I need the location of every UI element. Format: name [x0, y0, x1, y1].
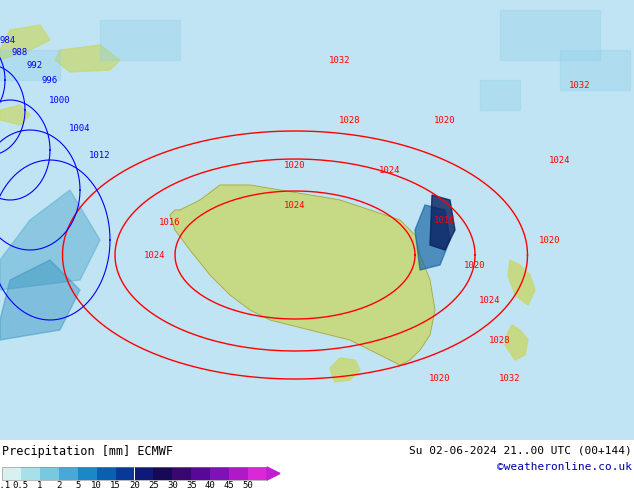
- Text: 2: 2: [56, 481, 61, 490]
- Text: 15: 15: [110, 481, 121, 490]
- Polygon shape: [267, 467, 280, 480]
- Bar: [40, 467, 59, 480]
- Text: 1012: 1012: [89, 150, 111, 160]
- Text: 50: 50: [243, 481, 254, 490]
- Text: 984: 984: [0, 35, 16, 45]
- Text: 1024: 1024: [549, 155, 571, 165]
- Text: 1028: 1028: [489, 336, 511, 344]
- Text: 1024: 1024: [284, 200, 306, 210]
- Polygon shape: [170, 185, 435, 365]
- Polygon shape: [0, 260, 80, 340]
- Polygon shape: [0, 105, 30, 125]
- Text: 1004: 1004: [69, 123, 91, 132]
- Text: 20: 20: [129, 481, 140, 490]
- Text: Precipitation [mm] ECMWF: Precipitation [mm] ECMWF: [2, 445, 173, 458]
- Bar: [21, 467, 40, 480]
- Text: 988: 988: [12, 48, 28, 56]
- Text: ©weatheronline.co.uk: ©weatheronline.co.uk: [497, 462, 632, 472]
- Text: 1016: 1016: [159, 218, 181, 226]
- Text: 0.5: 0.5: [13, 481, 29, 490]
- Polygon shape: [500, 10, 600, 60]
- Text: 1024: 1024: [479, 295, 501, 304]
- Bar: [78, 467, 96, 480]
- Bar: [248, 467, 267, 480]
- Text: 1028: 1028: [339, 116, 361, 124]
- Text: 1024: 1024: [145, 250, 165, 260]
- Text: 5: 5: [75, 481, 81, 490]
- Text: 25: 25: [148, 481, 158, 490]
- Bar: [59, 467, 78, 480]
- Bar: [96, 467, 115, 480]
- Polygon shape: [560, 50, 630, 90]
- Text: 1032: 1032: [499, 373, 521, 383]
- Text: 996: 996: [42, 75, 58, 84]
- Text: 10: 10: [91, 481, 102, 490]
- Polygon shape: [0, 50, 60, 80]
- Text: 1032: 1032: [569, 80, 591, 90]
- Polygon shape: [415, 205, 450, 270]
- Bar: [172, 467, 191, 480]
- Text: 0.1: 0.1: [0, 481, 10, 490]
- Text: 45: 45: [224, 481, 235, 490]
- Bar: [134, 467, 153, 480]
- Polygon shape: [100, 20, 180, 60]
- Bar: [191, 467, 210, 480]
- Polygon shape: [480, 80, 520, 110]
- Text: 1020: 1020: [284, 161, 306, 170]
- Bar: [115, 467, 134, 480]
- Text: 1020: 1020: [429, 373, 451, 383]
- Bar: [2, 467, 267, 480]
- Polygon shape: [508, 260, 535, 305]
- Text: 992: 992: [27, 60, 43, 70]
- Bar: [2, 467, 21, 480]
- Text: 1: 1: [37, 481, 42, 490]
- Text: 1020: 1020: [434, 116, 456, 124]
- Text: 35: 35: [186, 481, 197, 490]
- Polygon shape: [55, 45, 120, 72]
- Text: 40: 40: [205, 481, 216, 490]
- Text: 1016: 1016: [434, 216, 456, 224]
- Text: 1020: 1020: [540, 236, 560, 245]
- Polygon shape: [430, 195, 455, 250]
- Text: 1020: 1020: [464, 261, 486, 270]
- Polygon shape: [0, 25, 50, 60]
- Text: 1000: 1000: [49, 96, 71, 104]
- Text: 1024: 1024: [379, 166, 401, 174]
- Bar: [229, 467, 248, 480]
- Text: 1032: 1032: [329, 55, 351, 65]
- Polygon shape: [505, 325, 528, 360]
- Text: 30: 30: [167, 481, 178, 490]
- Polygon shape: [0, 190, 100, 290]
- Polygon shape: [330, 358, 360, 382]
- Text: Su 02-06-2024 21..00 UTC (00+144): Su 02-06-2024 21..00 UTC (00+144): [410, 445, 632, 455]
- Bar: [210, 467, 229, 480]
- Bar: [153, 467, 172, 480]
